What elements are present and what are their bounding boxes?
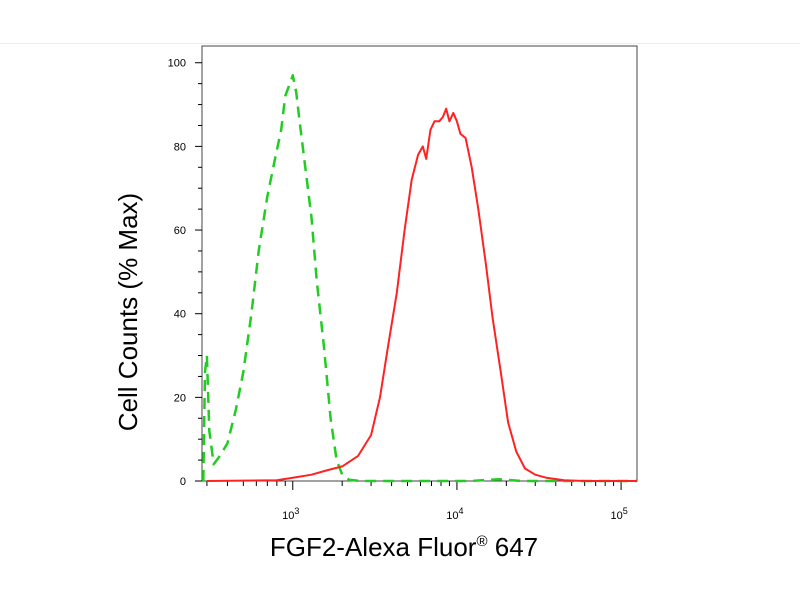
x-tick-base: 10 bbox=[282, 510, 294, 522]
y-tick-label: 60 bbox=[174, 225, 186, 237]
series-line-2 bbox=[206, 107, 637, 482]
x-tick-label: 105 bbox=[610, 506, 627, 522]
x-tick-exponent: 3 bbox=[294, 506, 299, 516]
x-axis-title-prefix: FGF2-Alexa Fluor bbox=[270, 532, 477, 562]
x-tick-base: 10 bbox=[446, 510, 458, 522]
axes bbox=[201, 45, 638, 482]
series-layer bbox=[202, 74, 637, 483]
x-tick-base: 10 bbox=[610, 510, 622, 522]
x-axis-title-suffix: 647 bbox=[488, 532, 539, 562]
x-tick-label: 103 bbox=[282, 506, 299, 522]
x-tick-exponent: 5 bbox=[623, 506, 628, 516]
y-tick-label: 20 bbox=[174, 392, 186, 404]
x-tick-label: 104 bbox=[446, 506, 463, 522]
y-tick-label: 80 bbox=[174, 141, 186, 153]
top-divider bbox=[0, 43, 800, 44]
plot-frame bbox=[201, 45, 638, 482]
x-tick-exponent: 4 bbox=[459, 506, 464, 516]
series-line-1 bbox=[202, 74, 637, 483]
y-tick-label: 40 bbox=[174, 309, 186, 321]
x-axis-title: FGF2-Alexa Fluor® 647 bbox=[270, 532, 538, 562]
y-axis-title: Cell Counts (% Max) bbox=[113, 193, 143, 431]
y-tick-label: 100 bbox=[168, 58, 186, 70]
y-tick-label: 0 bbox=[180, 476, 186, 488]
registered-mark: ® bbox=[476, 533, 487, 550]
